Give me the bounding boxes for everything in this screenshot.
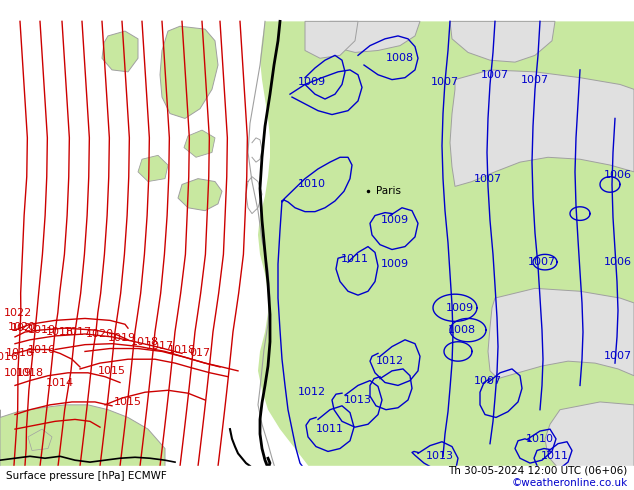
Text: 1019: 1019 xyxy=(4,368,32,378)
Text: 1018: 1018 xyxy=(46,327,74,337)
Text: 1015: 1015 xyxy=(98,366,126,376)
Text: 1008: 1008 xyxy=(386,53,414,63)
Polygon shape xyxy=(102,31,138,72)
Text: 1019: 1019 xyxy=(108,333,136,343)
Polygon shape xyxy=(28,429,52,450)
Polygon shape xyxy=(160,26,218,119)
Text: 1007: 1007 xyxy=(604,351,632,361)
Text: 1011: 1011 xyxy=(316,424,344,434)
Text: Th 30-05-2024 12:00 UTC (06+06): Th 30-05-2024 12:00 UTC (06+06) xyxy=(448,466,628,475)
Polygon shape xyxy=(545,402,634,468)
Polygon shape xyxy=(450,70,634,186)
Text: 1016: 1016 xyxy=(28,344,56,354)
Text: 1018: 1018 xyxy=(16,368,44,378)
Polygon shape xyxy=(184,130,215,157)
Text: 1006: 1006 xyxy=(604,257,632,267)
Text: 1015: 1015 xyxy=(114,397,142,407)
Text: 1007: 1007 xyxy=(474,173,502,184)
Text: 1007: 1007 xyxy=(528,257,556,267)
Text: 1011: 1011 xyxy=(541,451,569,461)
Text: 017: 017 xyxy=(190,348,210,358)
Polygon shape xyxy=(450,22,555,62)
Text: 1012: 1012 xyxy=(376,356,404,366)
Text: 1013: 1013 xyxy=(344,395,372,405)
Polygon shape xyxy=(330,22,420,52)
Text: 1017: 1017 xyxy=(146,341,174,351)
Text: 1020: 1020 xyxy=(8,322,36,332)
Text: Paris: Paris xyxy=(376,186,401,196)
Text: 1006: 1006 xyxy=(604,170,632,180)
Text: 1010: 1010 xyxy=(526,434,554,444)
Text: 1013: 1013 xyxy=(426,451,454,461)
Text: 1007: 1007 xyxy=(431,76,459,87)
Text: Surface pressure [hPa] ECMWF: Surface pressure [hPa] ECMWF xyxy=(6,471,167,481)
Text: 1018: 1018 xyxy=(168,344,196,354)
Polygon shape xyxy=(488,288,634,379)
Text: 1009: 1009 xyxy=(381,259,409,269)
Text: 1014: 1014 xyxy=(46,377,74,388)
Text: 1011: 1011 xyxy=(341,254,369,264)
Text: 1009: 1009 xyxy=(381,216,409,225)
Text: 1007: 1007 xyxy=(481,70,509,80)
Polygon shape xyxy=(0,405,165,468)
Text: 1007: 1007 xyxy=(521,74,549,85)
Polygon shape xyxy=(178,179,222,211)
Text: 1019: 1019 xyxy=(28,325,56,335)
Text: 1010: 1010 xyxy=(298,179,326,190)
Text: 1018: 1018 xyxy=(131,337,159,347)
Text: 1009: 1009 xyxy=(446,303,474,313)
Text: 1009: 1009 xyxy=(298,76,326,87)
Text: ©weatheronline.co.uk: ©weatheronline.co.uk xyxy=(512,478,628,488)
Polygon shape xyxy=(305,22,358,58)
Text: 1012: 1012 xyxy=(298,387,326,397)
Bar xyxy=(0,466,634,490)
Text: 1016: 1016 xyxy=(0,352,19,362)
Polygon shape xyxy=(258,22,634,468)
Polygon shape xyxy=(138,155,168,182)
Text: 1008: 1008 xyxy=(448,325,476,335)
Text: 1017: 1017 xyxy=(64,327,92,337)
Text: 1021: 1021 xyxy=(11,323,39,333)
Text: 1007: 1007 xyxy=(474,375,502,386)
Text: 1016: 1016 xyxy=(6,348,34,358)
Text: 1022: 1022 xyxy=(4,308,32,318)
Text: 1020: 1020 xyxy=(86,329,114,339)
